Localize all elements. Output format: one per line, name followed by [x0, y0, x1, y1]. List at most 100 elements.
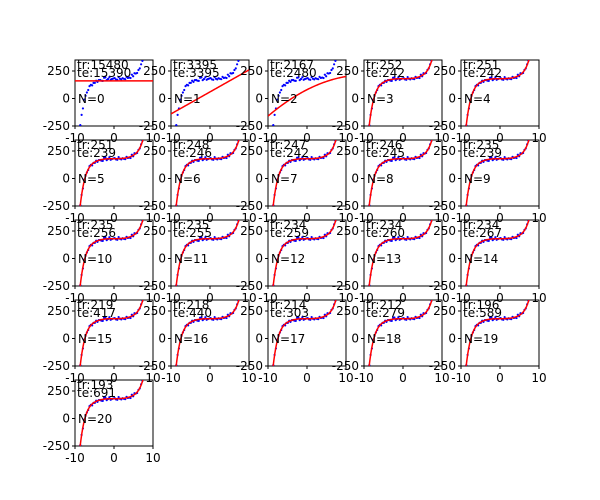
- y-tick-label: 0: [351, 252, 359, 266]
- data-point: [294, 319, 297, 322]
- plot-area: [268, 56, 346, 126]
- train-error-label: tr:2167: [270, 58, 314, 72]
- fit-curve: [368, 60, 433, 126]
- degree-label: N=3: [367, 92, 394, 106]
- plot-area: [77, 140, 144, 209]
- data-point: [463, 127, 465, 129]
- data-point: [503, 315, 506, 319]
- data-point: [173, 367, 175, 369]
- fit-curve: [79, 380, 144, 446]
- x-tick-label: -10: [161, 371, 181, 385]
- x-tick-label: 10: [531, 291, 546, 305]
- x-tick-label: 10: [434, 211, 449, 225]
- y-tick-label: 250: [240, 224, 263, 238]
- x-tick-label: 10: [241, 371, 256, 385]
- data-point: [181, 91, 184, 94]
- data-point: [78, 287, 80, 289]
- data-point: [464, 207, 466, 209]
- data-point: [78, 207, 80, 209]
- plot-area: [463, 56, 539, 129]
- data-point: [187, 84, 190, 87]
- x-tick-label: -10: [161, 211, 181, 225]
- y-tick-label: 250: [143, 224, 166, 238]
- data-point: [364, 127, 366, 129]
- y-tick-label: 0: [62, 332, 70, 346]
- x-tick-label: -10: [65, 211, 85, 225]
- data-point: [108, 236, 111, 239]
- data-point: [108, 76, 111, 79]
- y-tick-label: -250: [139, 199, 166, 213]
- data-point: [301, 236, 304, 239]
- x-tick-label: 10: [434, 371, 449, 385]
- fit-curve: [465, 300, 530, 366]
- data-point: [297, 76, 300, 79]
- train-error-label: tr:234: [270, 218, 306, 232]
- y-tick-label: 250: [240, 144, 263, 158]
- plot-area: [271, 300, 337, 369]
- data-point: [406, 315, 409, 319]
- data-point: [329, 71, 332, 75]
- data-point: [323, 73, 326, 76]
- train-error-label: tr:234: [366, 218, 402, 232]
- y-tick-label: -250: [43, 439, 70, 453]
- data-point: [271, 367, 273, 369]
- data-point: [309, 78, 312, 81]
- data-point: [77, 287, 79, 289]
- train-error-label: tr:234: [463, 218, 499, 232]
- data-point: [366, 367, 368, 369]
- test-error-label: te:417: [77, 306, 116, 320]
- data-point: [78, 447, 80, 449]
- data-point: [397, 76, 400, 79]
- data-point: [151, 56, 153, 58]
- data-point: [342, 56, 344, 58]
- x-tick-label: 0: [399, 291, 407, 305]
- y-tick-label: -250: [43, 279, 70, 293]
- data-point: [537, 56, 539, 58]
- data-point: [336, 57, 338, 59]
- data-point: [183, 88, 186, 92]
- data-point: [464, 367, 466, 369]
- data-point: [406, 235, 409, 239]
- y-tick-label: -250: [139, 279, 166, 293]
- plot-area: [368, 220, 433, 286]
- data-point: [84, 94, 87, 97]
- data-point: [461, 287, 463, 289]
- plot-area: [79, 300, 144, 366]
- data-point: [289, 80, 292, 83]
- data-point: [174, 367, 176, 369]
- data-point: [212, 78, 215, 81]
- data-point: [117, 75, 120, 79]
- test-error-label: te:256: [77, 226, 116, 240]
- data-point: [145, 56, 147, 58]
- y-tick-label: -250: [139, 119, 166, 133]
- y-tick-label: 0: [255, 92, 263, 106]
- data-point: [367, 367, 369, 369]
- train-error-label: tr:247: [270, 138, 306, 152]
- y-tick-label: 250: [143, 304, 166, 318]
- test-error-label: te:245: [366, 146, 405, 160]
- data-point: [83, 98, 86, 101]
- data-point: [91, 84, 94, 87]
- data-point: [174, 127, 176, 129]
- data-point: [247, 56, 249, 58]
- data-point: [197, 239, 200, 242]
- test-error-label: te:242: [366, 66, 405, 80]
- x-tick-label: 0: [110, 451, 118, 465]
- data-point: [77, 207, 79, 209]
- plot-area: [364, 60, 433, 129]
- data-point: [284, 84, 287, 87]
- data-point: [244, 56, 246, 58]
- data-point: [366, 127, 368, 129]
- data-point: [390, 239, 393, 242]
- x-tick-label: 10: [531, 131, 546, 145]
- data-point: [271, 207, 273, 209]
- fit-curve: [175, 220, 240, 286]
- fit-curve: [368, 140, 433, 206]
- data-point: [213, 155, 216, 159]
- data-point: [463, 367, 465, 369]
- fit-curve: [175, 300, 240, 366]
